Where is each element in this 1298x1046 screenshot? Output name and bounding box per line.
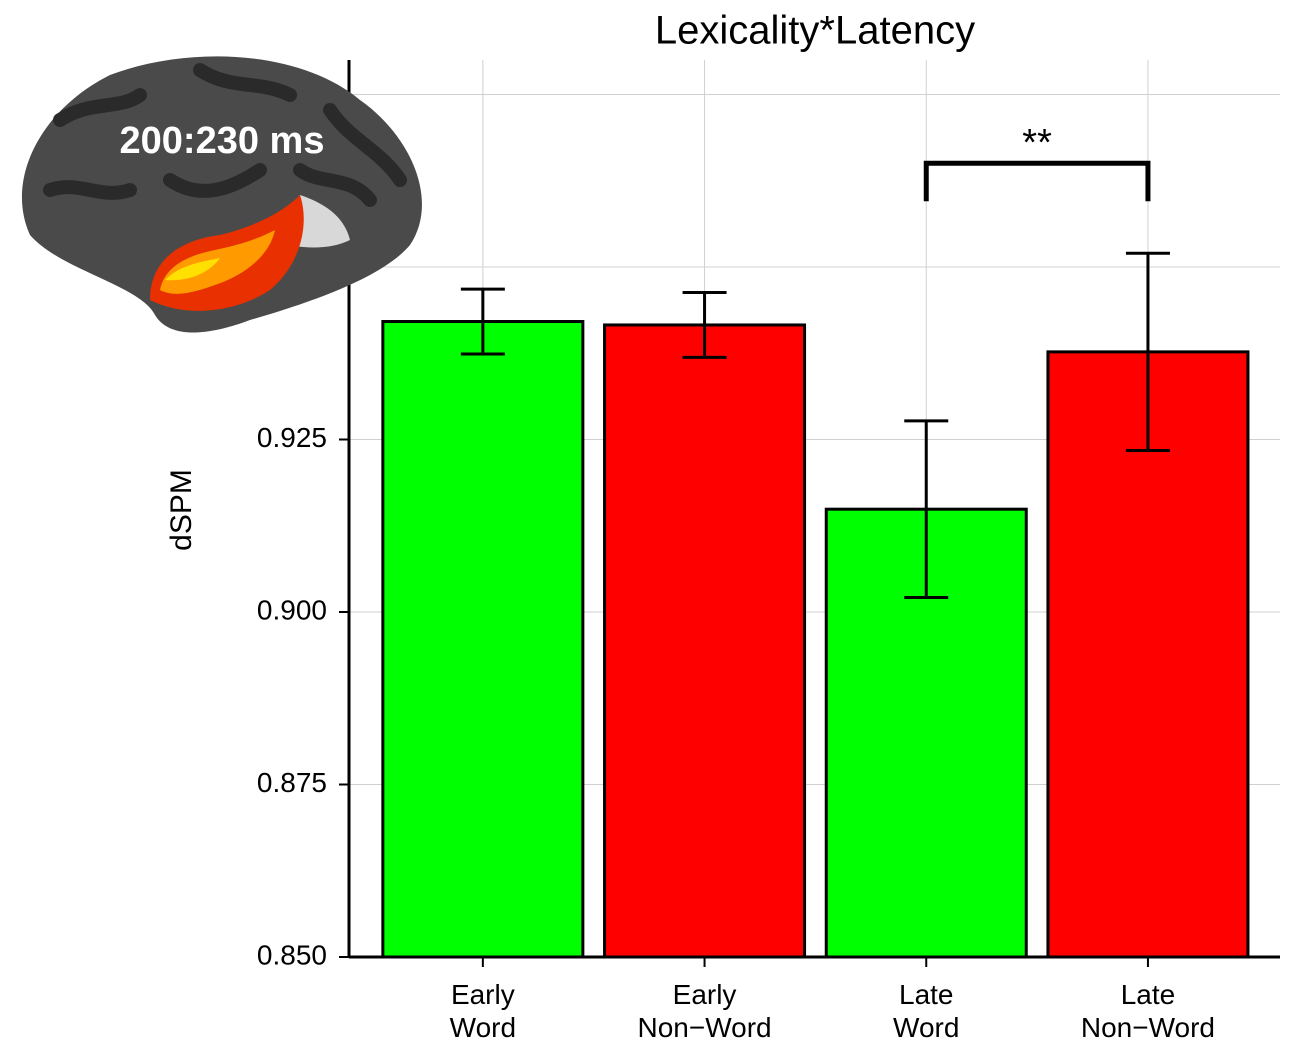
x-tick-label: Early Non−Word — [637, 979, 771, 1043]
y-tick-label: 0.850 — [257, 939, 327, 970]
x-tick-label: Early Word — [450, 979, 516, 1043]
y-tick-label: 0.900 — [257, 594, 327, 625]
bar — [603, 323, 807, 959]
chart-title: Lexicality*Latency — [655, 9, 975, 53]
y-axis-label: dSPM — [165, 469, 198, 551]
bar — [381, 320, 585, 959]
x-tick-label: Late Non−Word — [1081, 979, 1215, 1043]
y-tick-label: 0.875 — [257, 767, 327, 798]
inset-label: 200:230 ms — [120, 120, 325, 162]
activation-peak — [165, 258, 220, 281]
annotation-layer: ** — [923, 122, 1151, 202]
significance-bracket — [923, 160, 1151, 202]
bar — [1046, 350, 1250, 959]
significance-label: ** — [1022, 122, 1052, 164]
x-tick-label: Late Word — [893, 979, 959, 1043]
brain-sulci — [43, 63, 407, 207]
y-tick-label: 0.925 — [257, 422, 327, 453]
brain-inset: 200:230 ms — [21, 56, 422, 333]
